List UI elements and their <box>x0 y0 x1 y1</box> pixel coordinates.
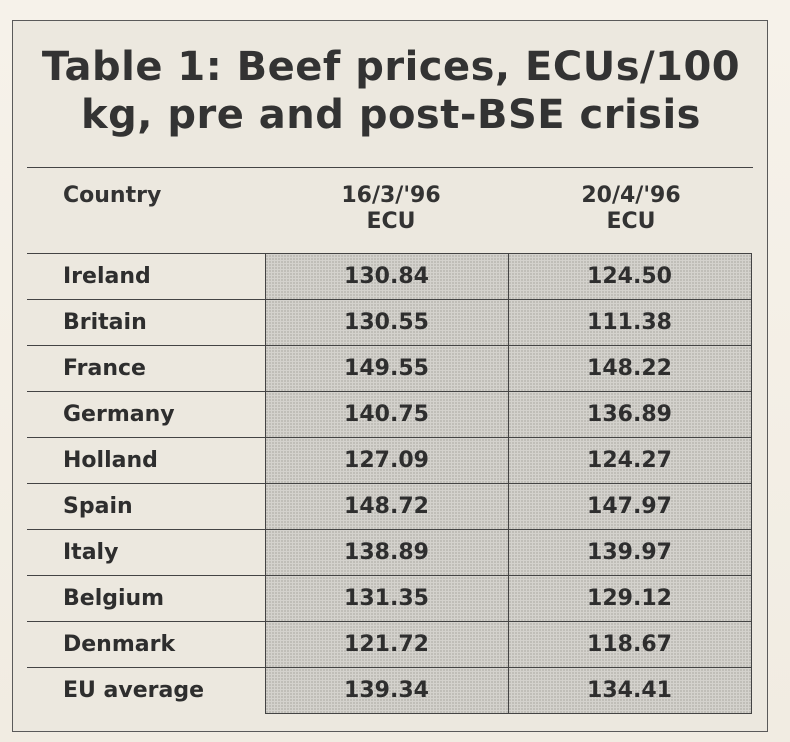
row-price-post: 118.67 <box>507 621 752 668</box>
title-rule <box>27 167 753 168</box>
row-price-post: 148.22 <box>507 345 752 392</box>
header-country: Country <box>63 183 162 208</box>
row-price-pre: 138.89 <box>264 529 509 576</box>
row-price-post: 136.89 <box>507 391 752 438</box>
table-row: Denmark 121.72 118.67 <box>27 621 752 668</box>
header-col1: 16/3/'96 ECU <box>271 183 511 235</box>
row-price-pre: 140.75 <box>264 391 509 438</box>
row-price-post: 139.97 <box>507 529 752 576</box>
row-country: Spain <box>27 483 265 530</box>
row-country: Holland <box>27 437 265 484</box>
table-row: France 149.55 148.22 <box>27 345 752 392</box>
row-price-post: 134.41 <box>507 667 752 714</box>
header-col2: 20/4/'96 ECU <box>511 183 751 235</box>
table-row: Belgium 131.35 129.12 <box>27 575 752 622</box>
row-country: Belgium <box>27 575 265 622</box>
table-row: Spain 148.72 147.97 <box>27 483 752 530</box>
prices-table: Ireland 130.84 124.50 Britain 130.55 111… <box>27 253 752 714</box>
table-row: Britain 130.55 111.38 <box>27 299 752 346</box>
table-row: Germany 140.75 136.89 <box>27 391 752 438</box>
row-price-pre: 131.35 <box>264 575 509 622</box>
row-price-post: 147.97 <box>507 483 752 530</box>
table-row: EU average 139.34 134.41 <box>27 667 752 714</box>
row-country: Britain <box>27 299 265 346</box>
row-price-pre: 148.72 <box>264 483 509 530</box>
table-row: Holland 127.09 124.27 <box>27 437 752 484</box>
row-country: France <box>27 345 265 392</box>
row-price-post: 111.38 <box>507 299 752 346</box>
header-col1-date: 16/3/'96 <box>341 183 441 208</box>
row-country: Italy <box>27 529 265 576</box>
header-col2-date: 20/4/'96 <box>581 183 681 208</box>
header-col2-unit: ECU <box>606 209 656 234</box>
row-price-pre: 149.55 <box>264 345 509 392</box>
row-price-post: 124.27 <box>507 437 752 484</box>
table-frame: Table 1: Beef prices, ECUs/100 kg, pre a… <box>12 20 768 732</box>
header-col1-unit: ECU <box>366 209 416 234</box>
table-row: Ireland 130.84 124.50 <box>27 253 752 300</box>
table-title: Table 1: Beef prices, ECUs/100 kg, pre a… <box>41 44 741 138</box>
row-price-pre: 121.72 <box>264 621 509 668</box>
row-country: Ireland <box>27 253 265 300</box>
row-price-post: 129.12 <box>507 575 752 622</box>
row-price-pre: 139.34 <box>264 667 509 714</box>
row-price-pre: 127.09 <box>264 437 509 484</box>
row-price-pre: 130.84 <box>264 253 509 300</box>
row-country: Denmark <box>27 621 265 668</box>
row-price-post: 124.50 <box>507 253 752 300</box>
table-row: Italy 138.89 139.97 <box>27 529 752 576</box>
row-price-pre: 130.55 <box>264 299 509 346</box>
row-country: EU average <box>27 667 265 714</box>
row-country: Germany <box>27 391 265 438</box>
